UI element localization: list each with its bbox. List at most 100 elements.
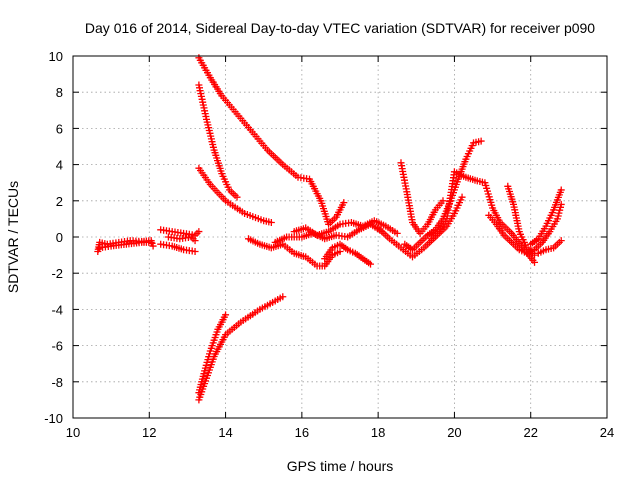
data-point-segment (542, 245, 555, 254)
data-point-segment (496, 219, 514, 236)
y-tick-label: -4 (51, 302, 63, 317)
data-point-segment (431, 217, 445, 234)
data-point-segment (336, 240, 350, 252)
data-point (195, 228, 203, 236)
x-tick-label: 22 (523, 425, 537, 440)
data-point-segment (489, 204, 503, 224)
data-point-segment (424, 208, 438, 228)
data-point-segment (550, 238, 563, 252)
data-point-segment (302, 224, 319, 238)
data-point (267, 219, 275, 227)
data-point-segment (256, 240, 273, 251)
series-track-r (428, 168, 539, 266)
data-point-segment (347, 219, 365, 229)
data-point-segment (470, 138, 483, 147)
data-point-segment (328, 249, 341, 259)
data-point-segment (195, 81, 210, 120)
series-track-k (245, 235, 344, 270)
data-point-segment (523, 244, 537, 257)
series-track-q (401, 137, 485, 254)
data-point-segment (256, 294, 284, 313)
data-point-segment (481, 179, 496, 209)
series-track-t (504, 182, 539, 259)
data-point-segment (485, 211, 498, 226)
data-point-segment (233, 110, 254, 134)
data-point-segment (206, 74, 224, 98)
data-point-segment (210, 146, 225, 175)
series-track-e (164, 233, 199, 245)
data-point-segment (409, 240, 422, 254)
series-track-b (96, 238, 155, 252)
data-point-segment (195, 377, 209, 404)
x-tick-label: 20 (447, 425, 461, 440)
data-point-segment (210, 333, 228, 360)
data-point-segment (321, 253, 335, 270)
data-point-segment (180, 246, 196, 255)
x-tick-label: 14 (218, 425, 232, 440)
data-point-segment (515, 246, 528, 256)
y-tick-label: -8 (51, 375, 63, 390)
data-point-segment (260, 217, 273, 226)
data-point-segment (306, 175, 324, 202)
data-point-segment (279, 240, 296, 255)
data-point-segment (290, 225, 307, 236)
data-point-segment (157, 226, 173, 235)
series-track-m (290, 217, 401, 239)
data-point-segment (515, 228, 530, 249)
plot-frame (72, 55, 608, 419)
data-point (557, 186, 565, 194)
data-point-segment (359, 218, 376, 230)
data-point-segment (527, 236, 540, 248)
data-point (531, 258, 539, 266)
data-point-segment (325, 222, 342, 236)
data-point (149, 242, 157, 250)
y-axis-title: SDTVAR / TECUs (5, 181, 21, 293)
data-point-segment (542, 209, 556, 230)
y-tick-label: 2 (56, 194, 63, 209)
data-point-segment (534, 247, 547, 257)
data-point-segment (431, 199, 445, 214)
data-series (94, 54, 565, 404)
data-point (233, 193, 241, 201)
x-tick-label: 12 (142, 425, 156, 440)
data-point-segment (397, 159, 410, 193)
y-tick-label: 0 (56, 230, 63, 245)
data-point-segment (279, 161, 300, 179)
y-tick-label: 8 (56, 85, 63, 100)
data-point-segment (237, 307, 261, 326)
data-point (279, 293, 287, 301)
data-point-segment (225, 186, 239, 199)
data-point-segment (96, 238, 109, 248)
series-track-u (527, 186, 565, 248)
y-tick-label: -6 (51, 339, 63, 354)
data-point-segment (386, 235, 403, 250)
series-track-f (195, 54, 348, 228)
data-point-segment (313, 262, 326, 270)
x-axis-title: GPS time / hours (287, 458, 394, 474)
data-point (340, 199, 348, 207)
data-point-segment (435, 217, 449, 236)
series-track-n (321, 240, 375, 268)
data-point-segment (195, 54, 213, 79)
data-point-segment (321, 246, 335, 263)
data-point-segment (370, 217, 387, 229)
data-point-segment (416, 233, 430, 246)
series-track-c (157, 226, 203, 239)
data-point-segment (222, 197, 246, 216)
x-tick-label: 10 (66, 425, 80, 440)
data-point-segment (416, 223, 430, 237)
data-point-segment (420, 235, 437, 252)
data-point-segment (267, 241, 284, 252)
data-point-segment (195, 370, 208, 397)
data-point (367, 260, 375, 268)
data-point-segment (191, 229, 201, 239)
y-tick-label: 6 (56, 121, 63, 136)
data-point (191, 237, 199, 245)
data-point-segment (168, 242, 185, 253)
data-point-segment (264, 146, 285, 167)
data-point-segment (450, 196, 465, 217)
y-tick-label: -10 (44, 411, 63, 426)
series-track-a (94, 237, 157, 255)
y-tick-label: 10 (49, 49, 63, 64)
data-point-segment (374, 224, 392, 241)
